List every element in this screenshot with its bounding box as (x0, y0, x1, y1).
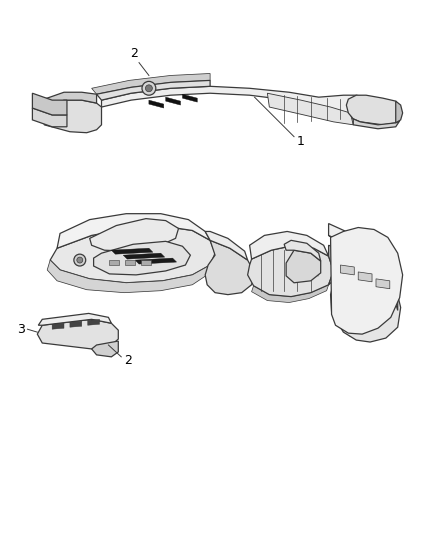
Polygon shape (183, 94, 197, 102)
Polygon shape (149, 100, 164, 108)
Polygon shape (205, 240, 254, 295)
Text: 3: 3 (17, 322, 25, 336)
Polygon shape (44, 92, 96, 107)
Polygon shape (286, 250, 321, 283)
Polygon shape (141, 260, 151, 265)
Polygon shape (358, 272, 372, 282)
Polygon shape (331, 237, 401, 342)
Polygon shape (32, 108, 67, 127)
Polygon shape (102, 86, 385, 122)
Polygon shape (37, 319, 118, 349)
Polygon shape (247, 245, 333, 296)
Polygon shape (50, 227, 215, 283)
Polygon shape (250, 231, 328, 259)
Circle shape (145, 85, 152, 92)
Circle shape (74, 254, 86, 266)
Polygon shape (328, 223, 398, 310)
Polygon shape (251, 285, 328, 303)
Polygon shape (32, 93, 67, 115)
Polygon shape (123, 253, 165, 259)
Text: 2: 2 (130, 47, 138, 60)
Text: 2: 2 (124, 354, 132, 367)
Polygon shape (92, 341, 118, 357)
Polygon shape (88, 319, 99, 325)
Polygon shape (44, 100, 102, 133)
Polygon shape (346, 95, 400, 125)
Polygon shape (52, 324, 64, 329)
Polygon shape (135, 258, 177, 264)
Circle shape (142, 82, 156, 95)
Polygon shape (110, 260, 119, 265)
Polygon shape (38, 313, 111, 325)
Polygon shape (125, 260, 135, 265)
Text: 1: 1 (297, 135, 305, 148)
Polygon shape (267, 93, 353, 125)
Polygon shape (57, 214, 210, 248)
Circle shape (77, 257, 83, 263)
Polygon shape (353, 119, 400, 129)
Polygon shape (284, 240, 321, 261)
Polygon shape (396, 101, 403, 123)
Polygon shape (340, 265, 354, 275)
Polygon shape (47, 260, 210, 293)
Polygon shape (96, 80, 210, 100)
Polygon shape (166, 97, 180, 105)
Polygon shape (331, 228, 403, 334)
Polygon shape (90, 219, 179, 251)
Polygon shape (376, 279, 390, 289)
Polygon shape (111, 248, 153, 254)
Polygon shape (92, 74, 210, 94)
Polygon shape (94, 241, 191, 275)
Polygon shape (205, 231, 247, 260)
Polygon shape (70, 321, 82, 327)
Polygon shape (328, 245, 339, 285)
Polygon shape (328, 236, 398, 339)
